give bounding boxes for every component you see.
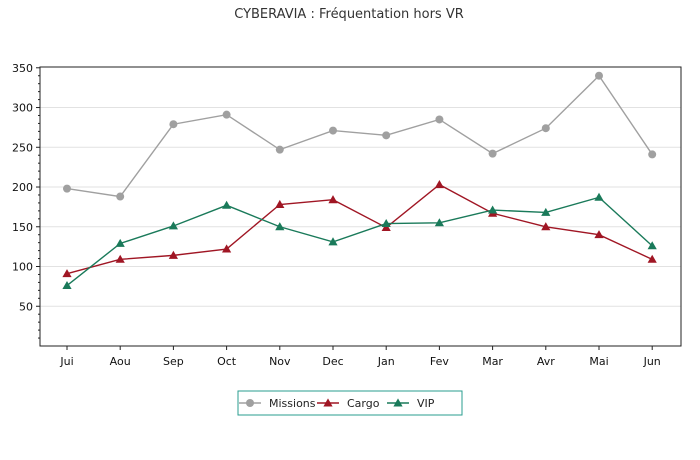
data-point-cargo bbox=[647, 254, 657, 263]
series-line-vip bbox=[66, 196, 653, 287]
x-tick-label: Avr bbox=[537, 355, 555, 368]
legend-label-vip: VIP bbox=[417, 397, 435, 410]
series-missions bbox=[63, 71, 657, 201]
series-line-missions bbox=[66, 74, 653, 198]
data-point-missions bbox=[275, 145, 284, 154]
y-tick-label: 150 bbox=[12, 221, 33, 234]
data-point-missions bbox=[116, 192, 125, 201]
data-point-cargo bbox=[434, 180, 444, 189]
data-point-vip bbox=[275, 222, 285, 231]
data-point-vip bbox=[115, 238, 125, 247]
x-tick-label: Mar bbox=[482, 355, 503, 368]
y-axis: 50 100 150 200 250 300 350 bbox=[12, 62, 40, 339]
data-point-missions bbox=[329, 126, 337, 135]
data-point-cargo bbox=[594, 230, 604, 239]
data-point-vip bbox=[168, 221, 178, 230]
data-point-missions bbox=[382, 131, 391, 140]
legend-label-missions: Missions bbox=[269, 397, 316, 410]
data-point-cargo bbox=[168, 250, 178, 259]
x-tick-label: Jan bbox=[377, 355, 395, 368]
data-point-cargo bbox=[541, 222, 551, 231]
data-point-cargo bbox=[222, 244, 232, 253]
x-axis: Jui Aou Sep Oct Nov Dec Jan Fev Mar Avr Mai Jun bbox=[59, 346, 661, 368]
y-tick-label: 300 bbox=[12, 102, 33, 115]
plot-frame bbox=[39, 66, 682, 347]
x-tick-label: Jun bbox=[643, 355, 661, 368]
data-point-vip bbox=[328, 237, 338, 246]
series-layer bbox=[62, 71, 657, 290]
data-point-missions bbox=[169, 120, 178, 129]
series-line-cargo bbox=[66, 183, 653, 275]
legend-label-cargo: Cargo bbox=[347, 397, 380, 410]
data-point-cargo bbox=[328, 195, 338, 204]
data-point-vip bbox=[541, 207, 551, 216]
data-point-missions bbox=[648, 150, 657, 159]
y-tick-label: 100 bbox=[12, 261, 33, 274]
data-point-vip bbox=[488, 205, 498, 214]
series-vip bbox=[62, 192, 657, 290]
x-tick-label: Mai bbox=[589, 355, 608, 368]
y-tick-label: 250 bbox=[12, 141, 33, 154]
data-point-vip bbox=[381, 218, 391, 228]
data-point-missions bbox=[488, 149, 497, 158]
y-tick-label: 200 bbox=[12, 181, 33, 194]
data-point-vip bbox=[62, 280, 72, 290]
data-point-cargo bbox=[115, 254, 125, 263]
data-point-vip bbox=[647, 241, 657, 250]
legend-marker-missions bbox=[246, 399, 254, 407]
series-cargo bbox=[62, 180, 657, 278]
legend-marker-cargo bbox=[323, 398, 333, 407]
data-point-missions bbox=[541, 124, 550, 133]
legend-marker-vip bbox=[393, 398, 403, 407]
data-point-missions bbox=[435, 115, 444, 124]
y-tick-label: 350 bbox=[12, 62, 33, 75]
data-point-missions bbox=[63, 184, 71, 193]
data-point-cargo bbox=[62, 269, 72, 278]
data-point-cargo bbox=[275, 199, 285, 208]
grid bbox=[40, 107, 681, 307]
legend: Missions Cargo VIP bbox=[237, 390, 463, 416]
legend-box bbox=[237, 390, 463, 416]
x-tick-label: Aou bbox=[110, 355, 131, 368]
x-tick-label: Nov bbox=[269, 355, 291, 368]
x-tick-label: Jui bbox=[59, 355, 73, 368]
chart-title: CYBERAVIA : Fréquentation hors VR bbox=[234, 7, 464, 22]
data-point-missions bbox=[595, 71, 603, 80]
y-tick-label: 50 bbox=[19, 300, 33, 313]
x-tick-label: Fev bbox=[430, 355, 449, 368]
x-tick-label: Dec bbox=[322, 355, 343, 368]
data-point-vip bbox=[594, 192, 604, 201]
data-point-vip bbox=[222, 200, 232, 209]
data-point-vip bbox=[434, 218, 444, 227]
x-tick-label: Oct bbox=[217, 355, 237, 368]
x-tick-label: Sep bbox=[163, 355, 184, 368]
data-point-missions bbox=[222, 110, 231, 119]
